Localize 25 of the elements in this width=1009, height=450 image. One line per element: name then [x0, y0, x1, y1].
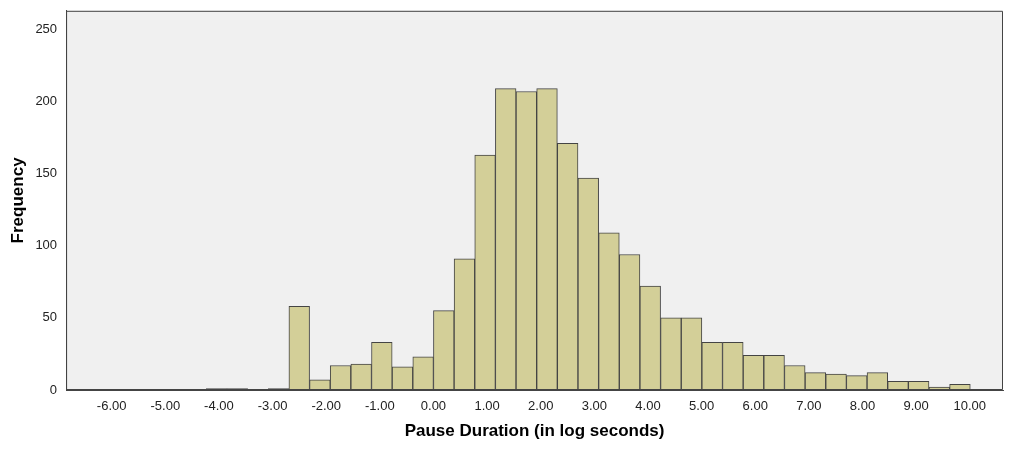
- x-tick-label: 3.00: [581, 398, 607, 414]
- x-tick-label: -4.00: [204, 398, 234, 414]
- y-tick-label: 50: [42, 309, 58, 325]
- x-tick-label: -6.00: [96, 398, 127, 414]
- x-tick-label: 9.00: [903, 398, 929, 414]
- x-tick-label: -5.00: [150, 398, 181, 414]
- x-tick-label: -2.00: [311, 398, 342, 414]
- x-tick-label: 8.00: [849, 398, 876, 414]
- x-tick-label: 6.00: [742, 398, 768, 414]
- y-tick-label: 0: [49, 381, 58, 397]
- x-tick-label: 4.00: [635, 398, 661, 414]
- x-tick-label: 10.00: [953, 398, 987, 414]
- x-tick-label: 7.00: [796, 398, 822, 414]
- y-axis-title: Frequency: [7, 156, 27, 244]
- x-tick-label: -3.00: [257, 398, 288, 414]
- x-axis-title: Pause Duration (in log seconds): [404, 421, 665, 441]
- y-tick-label: 200: [35, 93, 58, 109]
- y-tick-label: 100: [35, 237, 58, 253]
- y-tick-label: 250: [35, 21, 58, 37]
- x-tick-label: 2.00: [528, 398, 554, 414]
- x-tick-label: 1.00: [474, 398, 500, 414]
- x-tick-label: 0.00: [420, 398, 447, 414]
- x-tick-label: 5.00: [688, 398, 715, 414]
- y-tick-label: 150: [35, 165, 58, 181]
- x-tick-label: -1.00: [365, 398, 395, 414]
